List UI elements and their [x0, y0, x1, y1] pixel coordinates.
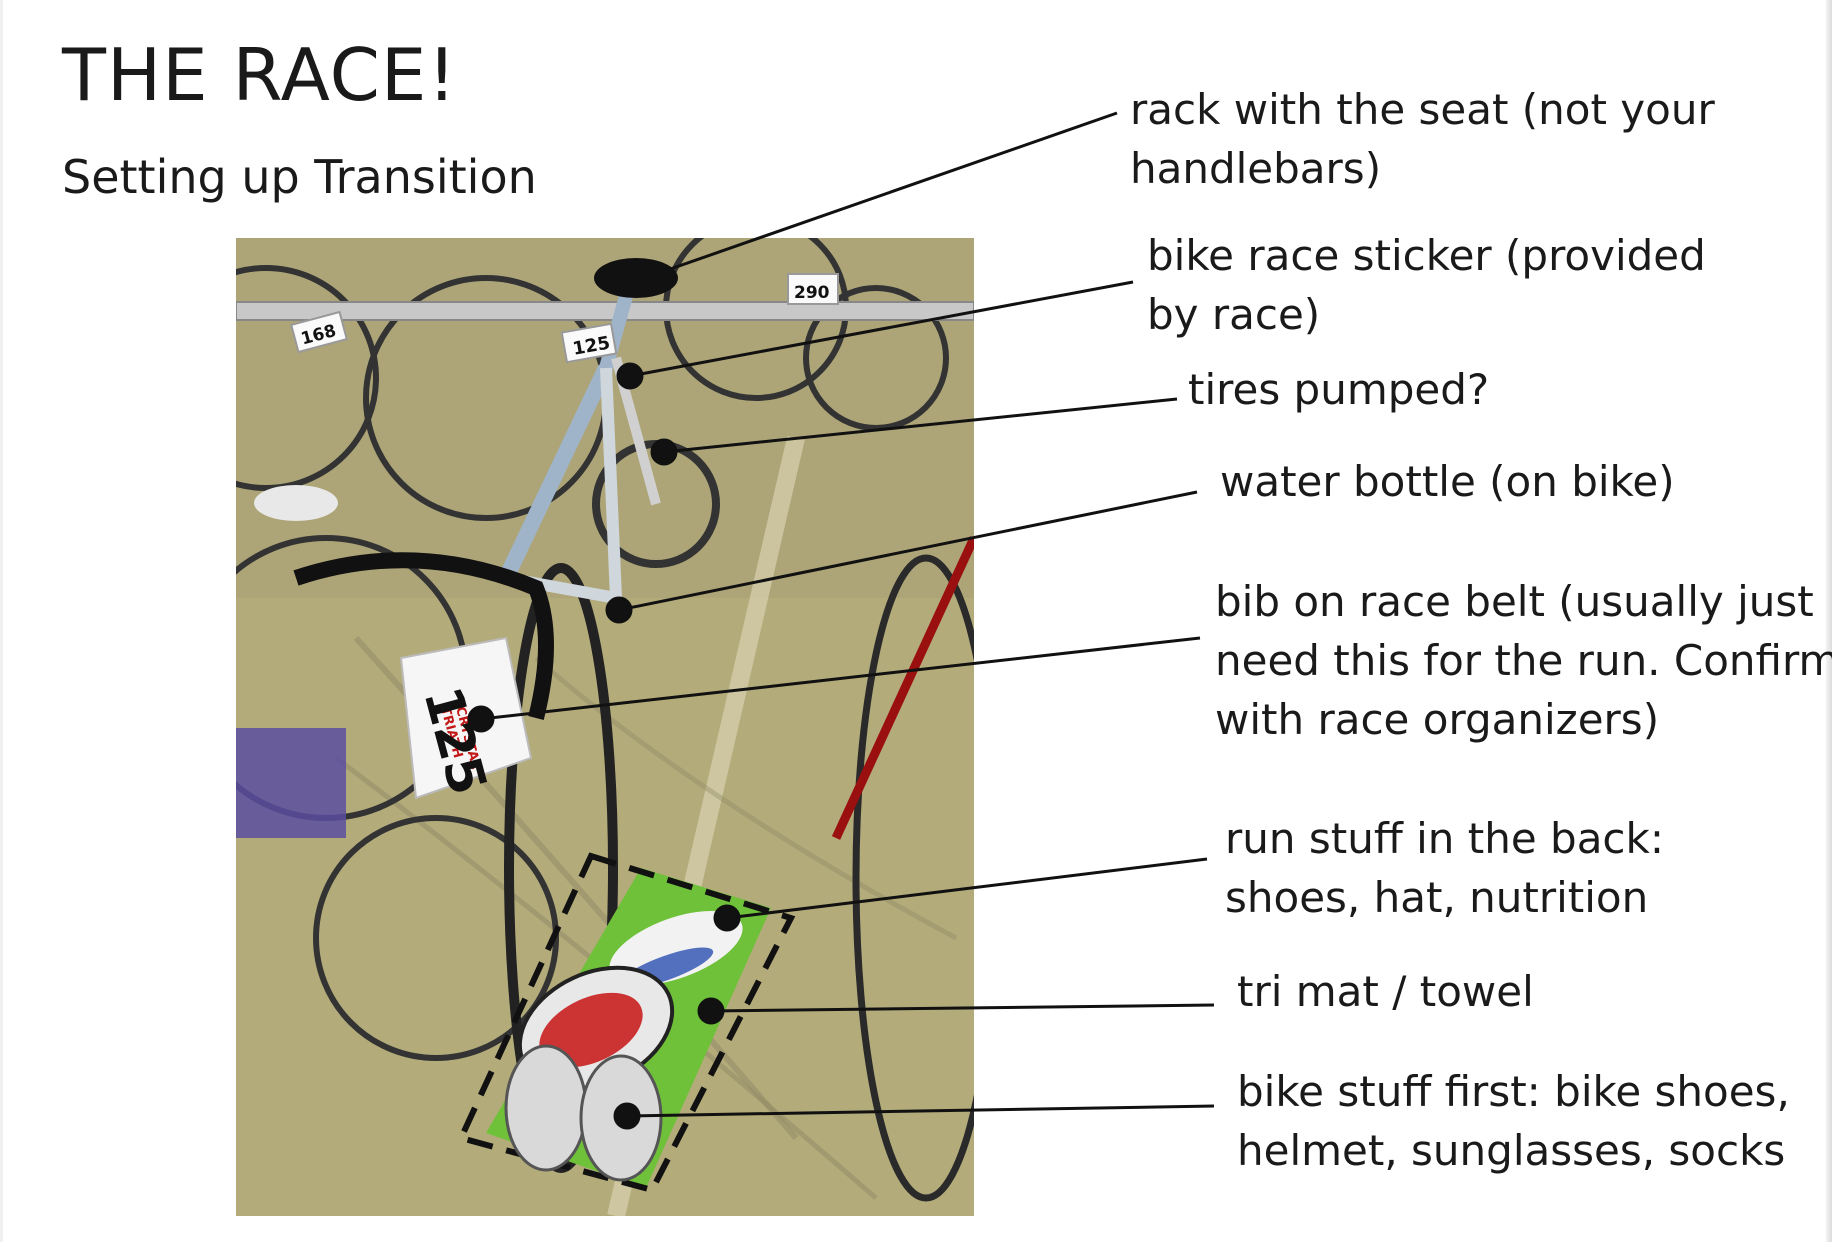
transition-photo: CRYSTAL TRIATH 125 125 168 290 [236, 238, 974, 1216]
callout-label-rack: rack with the seat (not your handlebars) [1130, 80, 1715, 198]
callout-text: tri mat / towel [1237, 967, 1534, 1016]
callout-label-run-stuff: run stuff in the back: shoes, hat, nutri… [1225, 809, 1664, 927]
rack-sticker-290: 290 [794, 283, 830, 303]
callout-text: helmet, sunglasses, socks [1237, 1126, 1786, 1175]
callout-label-bike-stuff: bike stuff first: bike shoes, helmet, su… [1237, 1062, 1790, 1180]
callout-text: rack with the seat (not your [1130, 85, 1715, 134]
callout-label-tires: tires pumped? [1188, 360, 1489, 419]
slide-right-edge [1826, 0, 1832, 1242]
callout-text: bike stuff first: bike shoes, [1237, 1067, 1790, 1116]
slide-title: THE RACE! [62, 33, 458, 117]
callout-text: water bottle (on bike) [1220, 457, 1675, 506]
callout-label-mat: tri mat / towel [1237, 962, 1534, 1021]
callout-text: tires pumped? [1188, 365, 1490, 414]
slide-left-edge [0, 0, 3, 1242]
callout-text: shoes, hat, nutrition [1225, 873, 1649, 922]
callout-label-bib: bib on race belt (usually just need this… [1215, 572, 1832, 749]
callout-text: need this for the run. Confirm [1215, 636, 1832, 685]
callout-text: bib on race belt (usually just [1215, 577, 1814, 626]
tri-mat [456, 852, 796, 1194]
callout-text: handlebars) [1130, 144, 1382, 193]
rack-bar [236, 301, 974, 321]
callout-text: by race) [1147, 290, 1321, 339]
callout-text: with race organizers) [1215, 695, 1660, 744]
callout-label-water: water bottle (on bike) [1220, 452, 1675, 511]
callout-text: run stuff in the back: [1225, 814, 1664, 863]
callout-label-sticker: bike race sticker (provided by race) [1147, 226, 1706, 344]
slide-subtitle: Setting up Transition [62, 150, 537, 204]
callout-text: bike race sticker (provided [1147, 231, 1706, 280]
